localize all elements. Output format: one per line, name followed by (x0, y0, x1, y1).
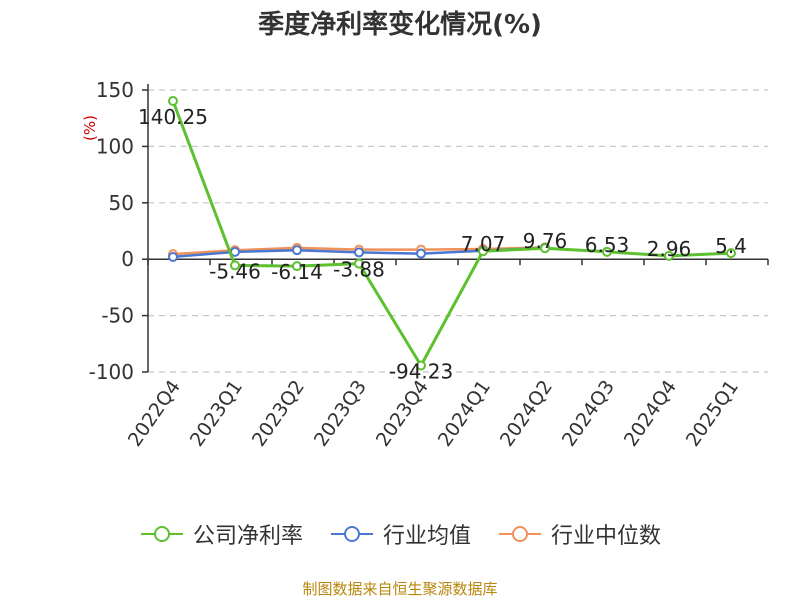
y-tick-label-4: -50 (101, 304, 134, 328)
data-label-5: 7.07 (461, 232, 506, 256)
legend-item-industry-median[interactable]: 行业中位数 (497, 518, 661, 550)
series-0-point-0 (168, 95, 178, 106)
x-tick-label-2: 2023Q2 (248, 376, 309, 450)
x-tick-label-1: 2023Q1 (186, 376, 247, 450)
legend-label-industry-median: 行业中位数 (551, 524, 662, 549)
series-1-point-4 (416, 248, 426, 259)
series-0-point-9 (726, 248, 736, 259)
legend-label-industry-mean: 行业均值 (382, 524, 471, 549)
x-tick-label-6: 2024Q2 (496, 376, 557, 450)
data-label-1: -5.46 (209, 259, 261, 283)
grid-layer (148, 89, 768, 373)
data-label-9: 5.4 (715, 234, 747, 258)
x-tick-label-7: 2024Q3 (558, 376, 619, 450)
y-tick-label-2: 50 (109, 191, 134, 215)
legend-item-industry-mean[interactable]: 行业均值 (329, 518, 471, 550)
series-0-point-8 (664, 250, 674, 261)
source-note: 制图数据来自恒生聚源数据库 (302, 580, 498, 598)
legend-label-company: 公司净利率 (192, 524, 303, 549)
data-label-8: 2.96 (647, 237, 692, 261)
y-tick-label-3: 0 (121, 247, 134, 271)
x-tick-label-4: 2023Q4 (372, 376, 433, 450)
legend-item-company[interactable]: 公司净利率 (139, 518, 303, 550)
series-0-point-1 (230, 260, 240, 271)
legend-marker-industry-mean (330, 526, 373, 542)
series-1-point-0 (168, 251, 178, 262)
series-1-point-3 (354, 247, 364, 258)
chart-title: 季度净利率变化情况(%) (258, 10, 542, 40)
legend-marker-industry-median (499, 526, 541, 542)
y-tick-label-5: -100 (89, 360, 134, 384)
data-label-2: -6.14 (271, 260, 323, 284)
x-tick-label-3: 2023Q3 (310, 376, 371, 450)
series-0-point-5 (478, 246, 488, 257)
series-0-point-6 (540, 243, 550, 254)
x-tick-label-9: 2025Q1 (682, 376, 743, 450)
data-label-6: 9.76 (523, 229, 568, 253)
legend-marker-company (140, 526, 183, 542)
y-axis-unit-label: (%) (81, 115, 99, 141)
series-0-point-3 (354, 258, 364, 269)
x-tick-label-0: 2022Q4 (124, 376, 185, 450)
series-line-0 (171, 100, 732, 367)
series-0-point-2 (292, 261, 302, 272)
x-tick-label-5: 2024Q1 (434, 376, 495, 450)
series-0-point-7 (602, 246, 612, 257)
y-tick-label-0: 150 (96, 78, 134, 102)
y-tick-label-1: 100 (96, 134, 134, 158)
series-layer (168, 95, 736, 371)
data-label-3: -3.88 (333, 258, 385, 282)
legend: 公司净利率 行业均值 行业中位数 (0, 518, 800, 550)
data-label-0: 140.25 (138, 105, 208, 129)
series-1-point-2 (292, 245, 302, 256)
data-label-7: 6.53 (585, 233, 630, 257)
data-label-4: -94.23 (389, 359, 453, 383)
series-0-point-4 (416, 360, 426, 371)
label-layer: 140.25 -5.46 -6.14 -3.88 -94.23 7.07 9.76 6.53 2… (138, 105, 747, 383)
x-tick-label-8: 2024Q4 (620, 376, 681, 450)
